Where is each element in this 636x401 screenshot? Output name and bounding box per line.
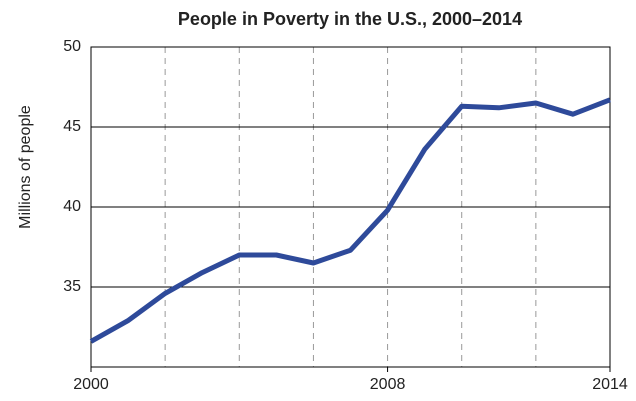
- x-tick-label: 2014: [592, 376, 628, 393]
- x-tick-label: 2008: [370, 376, 406, 393]
- plot-frame: [90, 46, 611, 368]
- y-tick-label: 40: [63, 198, 81, 215]
- x-tick-label: 2000: [73, 376, 109, 393]
- y-tick-label: 45: [63, 118, 81, 135]
- chart-title: People in Poverty in the U.S., 2000–2014: [178, 9, 522, 29]
- y-tick-label: 35: [63, 278, 81, 295]
- y-tick-label: 50: [63, 38, 81, 55]
- y-axis-label: Millions of people: [17, 105, 34, 229]
- data-line: [89, 97, 611, 344]
